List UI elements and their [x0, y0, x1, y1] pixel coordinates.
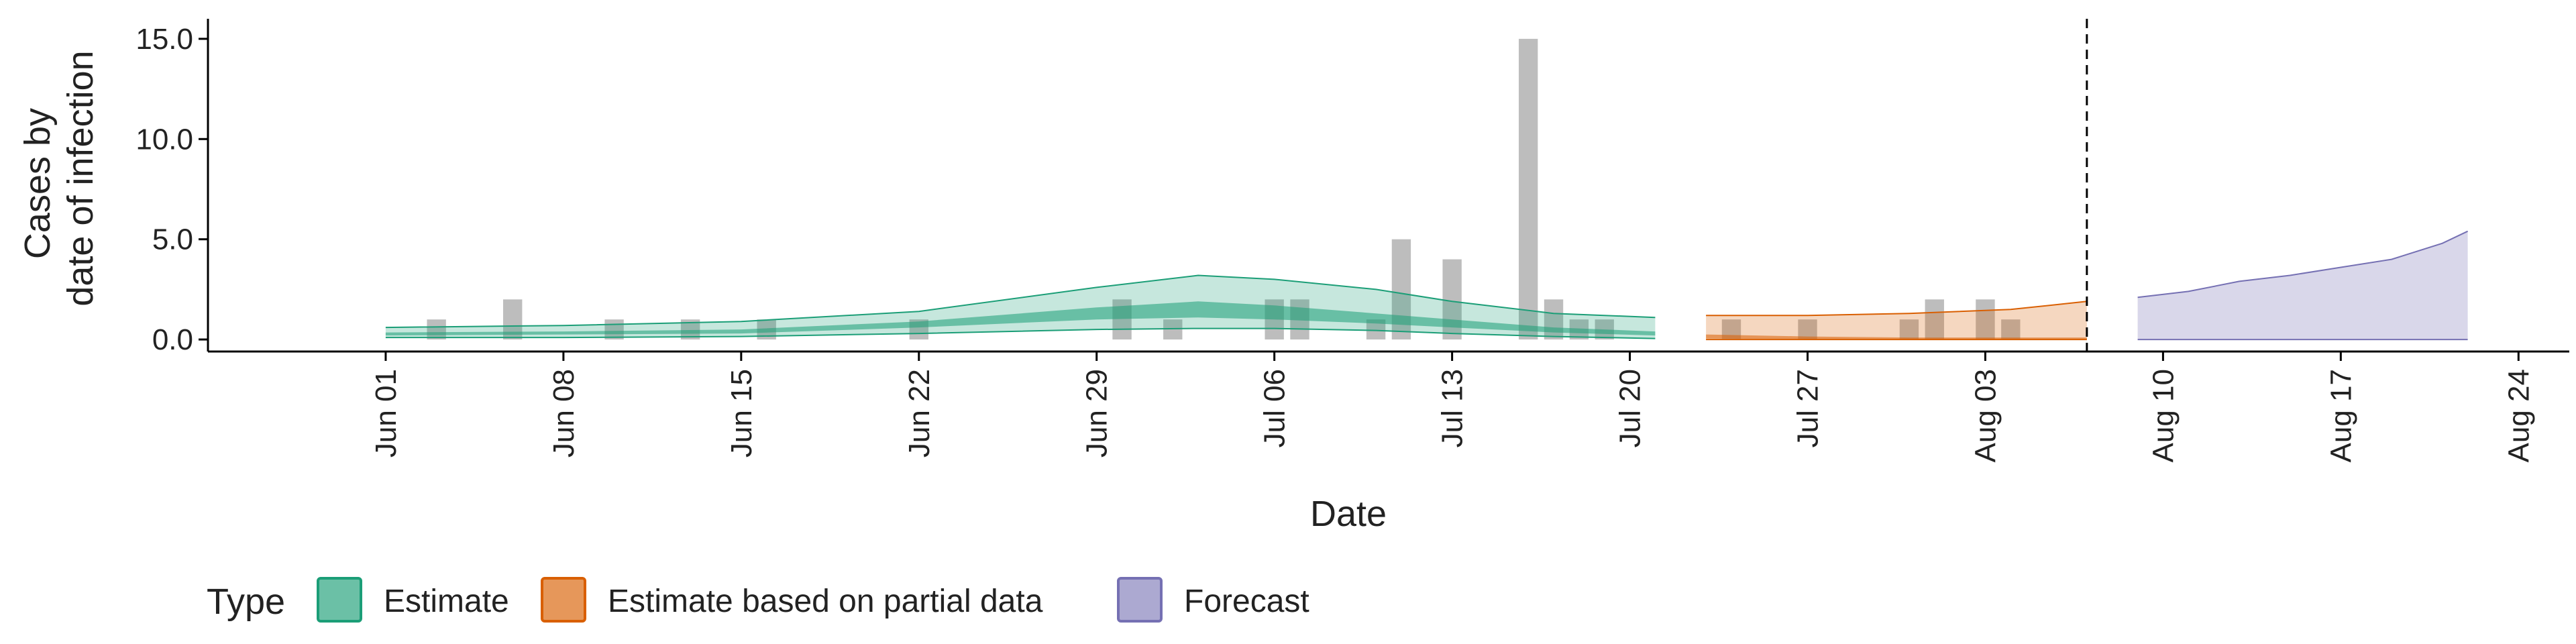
y-axis-ticks: 0.0 5.0 10.0 15.0 [136, 23, 208, 356]
y-axis-label-line-2: date of infection [60, 50, 101, 306]
x-tick-label: Aug 03 [1969, 369, 2002, 462]
x-tick-label: Jun 29 [1081, 369, 1114, 458]
x-tick-label: Jun 22 [903, 369, 936, 458]
x-tick-label: Jul 27 [1792, 369, 1825, 447]
y-tick-label: 10.0 [136, 123, 193, 156]
estimate-based-on-partial-data-legend-swatch [541, 577, 586, 623]
reported-case-bar [1925, 299, 1944, 340]
x-tick-label: Jul 20 [1614, 369, 1647, 447]
estimate-bands [385, 230, 2469, 341]
x-tick-label: Jul 13 [1436, 369, 1469, 447]
estimate-legend-label: Estimate [384, 584, 509, 619]
estimate-band-90 [385, 275, 1656, 339]
x-tick-label: Aug 17 [2324, 369, 2357, 462]
estimate-legend-swatch [317, 577, 362, 623]
estimate-based-on-partial-data-band-50 [1706, 334, 2087, 339]
x-axis-ticks: Jun 01 Jun 08 Jun 15 Jun 22 Jun 29 Jul 06 Jul … [370, 352, 2535, 462]
y-tick-label: 5.0 [152, 223, 193, 256]
y-axis-label-line-1: Cases by [17, 108, 58, 259]
x-tick-label: Jul 06 [1258, 369, 1291, 447]
x-axis-label: Date [1310, 494, 1387, 534]
x-tick-label: Jun 01 [370, 369, 402, 458]
reported-case-bar [1976, 299, 1995, 340]
estimate-band-90-lower-edge [385, 327, 1656, 339]
reported-case-bar [604, 319, 624, 340]
x-tick-label: Jun 08 [547, 369, 580, 458]
axes: 0.05.010.015.0 Jun 01 Jun 08 Jun 15 Jun 22 J… [136, 19, 2569, 462]
estimate-based-on-partial-data-band-90 [1706, 301, 2087, 340]
forecast-legend-label: Forecast [1184, 584, 1309, 619]
estimate-band-90-upper-edge [385, 274, 1656, 329]
estimate-band-50 [385, 301, 1656, 336]
estimate-based-on-partial-data-legend-label: Estimate based on partial data [608, 584, 1043, 619]
x-tick-label: Aug 24 [2502, 369, 2535, 462]
forecast-band-90-upper-edge [2137, 230, 2469, 299]
estimate-based-on-partial-data-band-90-upper-edge [1706, 301, 2088, 317]
reported-case-bar [2001, 319, 2021, 340]
reported-case-bar [1798, 319, 1817, 340]
y-tick-label: 0.0 [152, 323, 193, 356]
reported-case-bar [1899, 319, 1919, 340]
reported-case-bar [1163, 319, 1183, 340]
legend-title: Type [207, 582, 285, 622]
reported-case-bar [427, 319, 446, 340]
forecast-legend-swatch [1117, 577, 1163, 623]
reported-case-bar [1518, 38, 1538, 340]
legend: Type Estimate Estimate based on partial d… [207, 577, 1309, 623]
y-axis-label: Cases by date of infection [17, 50, 101, 306]
x-tick-label: Aug 10 [2147, 369, 2180, 462]
legend-items: Estimate Estimate based on partial data Fo… [317, 577, 1309, 623]
reported-case-bar [1544, 299, 1564, 340]
forecast-band-90 [2137, 231, 2468, 340]
x-tick-label: Jun 15 [725, 369, 758, 458]
y-tick-label: 15.0 [136, 23, 193, 56]
